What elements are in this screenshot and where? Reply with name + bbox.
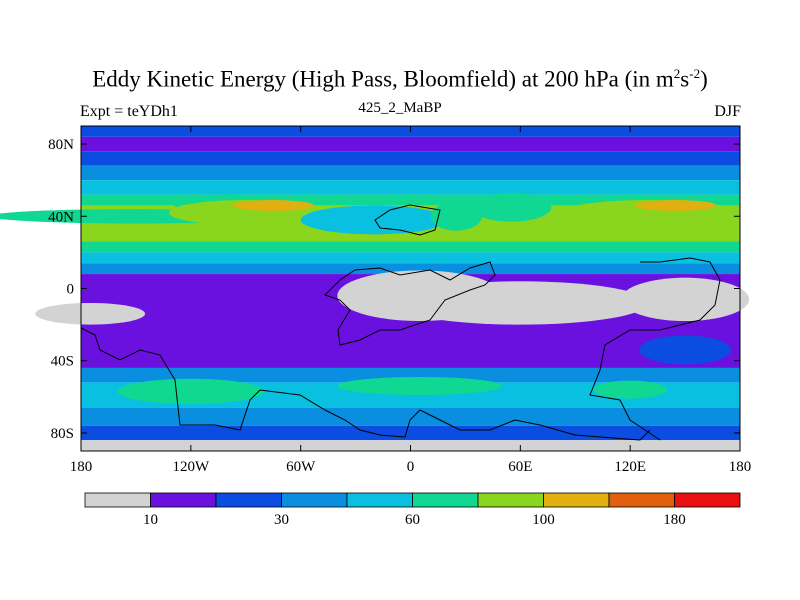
- contour-region-8: [635, 200, 717, 211]
- europe-outline: [374, 204, 441, 236]
- lat-tick-label: 0: [67, 282, 75, 298]
- experiment-code: 425_2_MaBP: [358, 100, 442, 116]
- contour-region-10: [337, 270, 503, 321]
- lat-tick-label: 80S: [51, 426, 74, 442]
- colorbar-swatch: [281, 492, 348, 508]
- contour-region-16: [639, 335, 731, 365]
- colorbar-label: 60: [405, 512, 420, 528]
- colorbar: 10 30 60 100 180: [84, 492, 741, 528]
- contour-region-5: [430, 201, 482, 231]
- contour-band-2: [81, 151, 740, 166]
- lon-tick-label: 180: [729, 459, 752, 475]
- contour-band-9: [81, 263, 740, 275]
- colorbar-label: 180: [663, 512, 686, 528]
- colorbar-swatch: [84, 492, 151, 508]
- lat-tick-label: 80N: [48, 137, 74, 153]
- contour-band-7: [81, 241, 740, 253]
- contour-region-14: [337, 376, 503, 396]
- lat-tick-label: 40N: [48, 209, 74, 225]
- contour-region-12: [35, 302, 146, 325]
- contour-band-1: [81, 136, 740, 152]
- lon-tick-label: 120E: [614, 459, 646, 475]
- contour-band-5: [81, 194, 740, 206]
- colorbar-swatch: [608, 492, 675, 508]
- lat-tick-label: 40S: [51, 354, 74, 370]
- south-america-outline: [80, 327, 651, 441]
- colorbar-swatch: [477, 492, 544, 508]
- contour-region-6: [470, 192, 552, 222]
- lon-tick-label: 60E: [508, 459, 532, 475]
- lon-tick-label: 180: [70, 459, 93, 475]
- lon-tick-label: 120W: [172, 459, 210, 475]
- colorbar-label: 30: [274, 512, 289, 528]
- longitude-axis: 180 120W 60W 0 60E 120E 180: [70, 126, 752, 475]
- contour-band-3: [81, 165, 740, 181]
- contour-band-11: [81, 367, 740, 383]
- colorbar-label: 10: [143, 512, 158, 528]
- contour-band-14: [81, 425, 740, 441]
- contour-region-13: [117, 378, 265, 405]
- colorbar-swatch: [543, 492, 610, 508]
- colorbar-swatch: [346, 492, 413, 508]
- contour-region-4: [300, 205, 448, 235]
- latitude-axis: 80N 40N 0 40S 80S: [48, 137, 740, 442]
- experiment-label: Expt = teYDh1: [80, 103, 178, 120]
- contour-region-11: [621, 277, 750, 322]
- colorbar-swatch: [674, 492, 741, 508]
- colorbar-swatch: [412, 492, 479, 508]
- colorbar-label: 100: [532, 512, 555, 528]
- continent-outline: [80, 204, 721, 441]
- contour-band-8: [81, 252, 740, 264]
- contour-band-4: [81, 180, 740, 195]
- contour-region-3: [232, 200, 314, 211]
- season-label: DJF: [714, 103, 741, 120]
- colorbar-swatch: [150, 492, 217, 508]
- colorbar-swatch: [215, 492, 282, 508]
- map-title: Eddy Kinetic Energy (High Pass, Bloomfie…: [92, 66, 708, 92]
- map-fill: [0, 126, 750, 451]
- africa-outline: [324, 261, 496, 346]
- contour-region-15: [593, 380, 667, 399]
- lon-tick-label: 60W: [286, 459, 316, 475]
- lon-tick-label: 0: [407, 459, 415, 475]
- australia-outline: [589, 257, 721, 441]
